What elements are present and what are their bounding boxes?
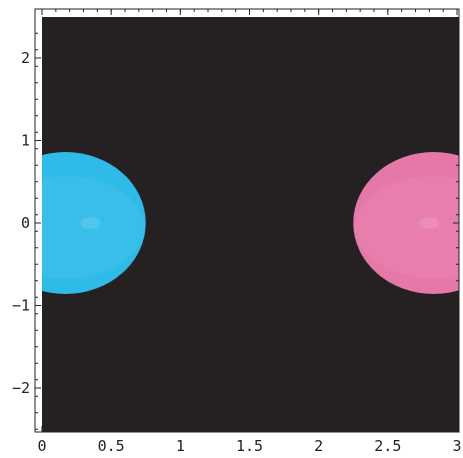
x-tick-label: 1 [176,437,185,455]
y-tick-label: 0 [21,214,30,232]
x-tick-label: 0 [37,437,46,455]
y-tick-label: 2 [21,49,30,67]
blob-pink [353,152,459,294]
plot-area [42,17,459,432]
y-tick-label: 1 [21,132,30,150]
x-tick-label: 2 [314,437,323,455]
blob-cyan [42,152,146,294]
y-tick-label: −1 [12,297,30,315]
x-tick-label: 1.5 [236,437,263,455]
y-tick-label: −2 [12,379,30,397]
blob-pink-highlight [419,217,440,229]
x-tick-label: 0.5 [98,437,125,455]
blob-cyan-inner [42,176,145,279]
blob-group [42,152,459,294]
blob-pink-inner [354,176,459,279]
x-tick-label: 3 [452,437,461,455]
axes: 0 0.5 1 1.5 2 2.5 3 2 1 0 −1 −2 [12,8,462,455]
plot-frame [34,8,460,433]
x-tick-label: 2.5 [374,437,401,455]
blob-cyan-highlight [80,217,101,229]
